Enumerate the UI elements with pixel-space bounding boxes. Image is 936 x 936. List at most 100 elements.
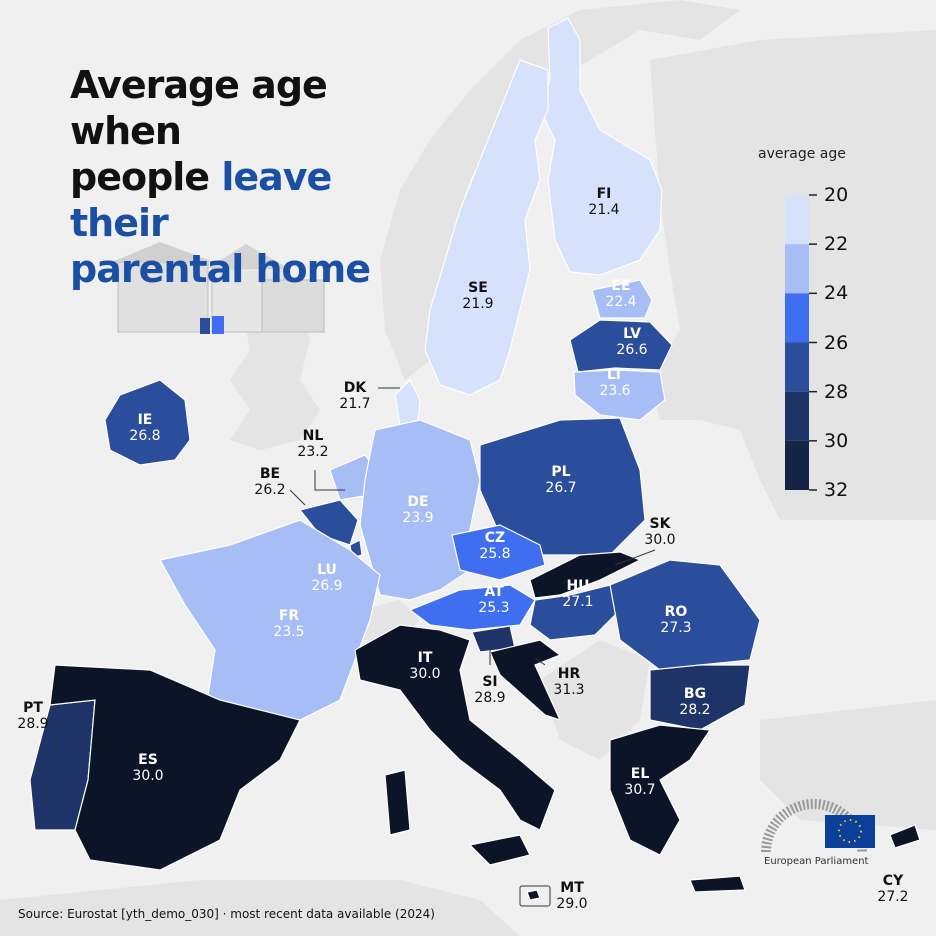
- country-label-es: ES 30.0: [132, 752, 163, 784]
- country-value: 28.2: [679, 702, 711, 718]
- country-code: AT: [484, 584, 504, 600]
- country-code: PL: [551, 464, 571, 480]
- country-value: 30.7: [624, 782, 656, 798]
- country-code: LT: [606, 367, 624, 383]
- country-code: FR: [278, 608, 300, 624]
- country-cy[interactable]: [889, 824, 921, 849]
- country-code: BG: [683, 686, 707, 702]
- country-mt[interactable]: [526, 889, 541, 901]
- country-at[interactable]: [408, 584, 536, 631]
- house-left: [117, 261, 209, 333]
- country-value: 30.0: [409, 666, 441, 682]
- country-code: EL: [630, 766, 650, 782]
- suitcase-2: [212, 316, 224, 334]
- country-value: 31.3: [553, 682, 585, 698]
- country-it-sicily[interactable]: [468, 834, 531, 866]
- leader-be: [289, 489, 306, 506]
- eu-countries: [29, 17, 921, 901]
- country-code: IE: [137, 412, 153, 428]
- house-illustration: [112, 242, 325, 334]
- country-value: 26.7: [545, 480, 577, 496]
- country-code: NL: [302, 428, 324, 444]
- country-it[interactable]: [354, 624, 556, 831]
- legend-title: average age: [758, 146, 846, 162]
- country-dk[interactable]: [394, 378, 421, 426]
- legend-swatch: [785, 440, 809, 490]
- country-value: 26.2: [254, 482, 286, 498]
- balkans-land: [540, 640, 650, 760]
- country-sk[interactable]: [529, 551, 642, 599]
- country-label-el: EL 30.7: [624, 766, 655, 798]
- country-cz[interactable]: [451, 524, 546, 581]
- country-code: DE: [407, 494, 429, 510]
- title-line-2: people leave their: [70, 154, 410, 246]
- country-value: 21.7: [339, 396, 371, 412]
- country-code: RO: [664, 604, 688, 620]
- country-value: 26.9: [311, 578, 343, 594]
- legend-tick-label: 28: [824, 380, 849, 403]
- country-value: 23.5: [273, 624, 305, 640]
- country-code: HR: [557, 666, 581, 682]
- country-el-crete[interactable]: [689, 875, 746, 893]
- country-de[interactable]: [359, 419, 481, 601]
- country-label-si: SI 28.9: [474, 674, 505, 706]
- country-value: 26.8: [129, 428, 161, 444]
- title-line-2-highlight: leave their: [70, 155, 332, 245]
- country-bg[interactable]: [649, 664, 751, 731]
- country-label-at: AT 25.3: [478, 584, 509, 616]
- legend-swatch: [785, 195, 809, 245]
- legend-swatch: [785, 391, 809, 441]
- country-label-hu: HU 27.1: [562, 578, 593, 610]
- legend-tick-label: 30: [824, 429, 849, 452]
- legend-tick-label: 20: [824, 184, 849, 206]
- country-label-cz: CZ 25.8: [479, 530, 510, 562]
- country-el[interactable]: [609, 724, 712, 856]
- country-ee[interactable]: [591, 279, 653, 319]
- country-label-lt: LT 23.6: [599, 367, 630, 399]
- country-label-fr: FR 23.5: [273, 608, 304, 640]
- country-label-ie: IE 26.8: [129, 412, 160, 444]
- turkey-land: [760, 700, 936, 830]
- country-value: 25.8: [479, 546, 511, 562]
- country-value: 27.3: [660, 620, 692, 636]
- country-value: 26.6: [616, 342, 648, 358]
- country-value: 23.2: [297, 444, 329, 460]
- source-note: Source: Eurostat [yth_demo_030] · most r…: [18, 907, 435, 921]
- country-se[interactable]: [424, 59, 549, 396]
- country-label-de: DE 23.9: [402, 494, 433, 526]
- country-ie[interactable]: [104, 379, 191, 466]
- country-code: EE: [611, 278, 631, 294]
- country-ro[interactable]: [609, 559, 761, 671]
- country-value: 25.3: [478, 600, 510, 616]
- country-lt[interactable]: [573, 369, 666, 421]
- country-code: ES: [138, 752, 158, 768]
- legend-swatch: [785, 244, 809, 294]
- country-code: SI: [482, 674, 498, 690]
- country-hu[interactable]: [529, 584, 621, 641]
- country-label-nl: NL 23.2: [297, 428, 328, 460]
- country-fr[interactable]: [159, 519, 381, 726]
- country-label-sk: SK 30.0: [644, 516, 675, 548]
- norway-land: [380, 0, 740, 380]
- legend-tick-label: 26: [824, 331, 849, 354]
- country-fi[interactable]: [539, 17, 663, 276]
- country-pl[interactable]: [479, 417, 646, 556]
- country-label-se: SE 21.9: [462, 280, 493, 312]
- country-code: HU: [566, 578, 590, 594]
- africa-land: [0, 880, 520, 936]
- title-line-2-plain: people: [70, 155, 222, 199]
- country-code: PT: [23, 700, 43, 716]
- country-it-sardinia[interactable]: [384, 769, 411, 836]
- country-label-it: IT 30.0: [409, 650, 440, 682]
- country-code: MT: [560, 880, 584, 896]
- country-code: BE: [259, 466, 281, 482]
- country-value: 28.9: [17, 716, 49, 732]
- country-hr[interactable]: [489, 639, 562, 722]
- eu-flag-stars: [838, 819, 862, 843]
- country-es[interactable]: [49, 664, 301, 871]
- country-code: CZ: [484, 530, 506, 546]
- country-value: 23.6: [599, 383, 631, 399]
- country-label-pl: PL 26.7: [545, 464, 576, 496]
- country-value: 27.1: [562, 594, 594, 610]
